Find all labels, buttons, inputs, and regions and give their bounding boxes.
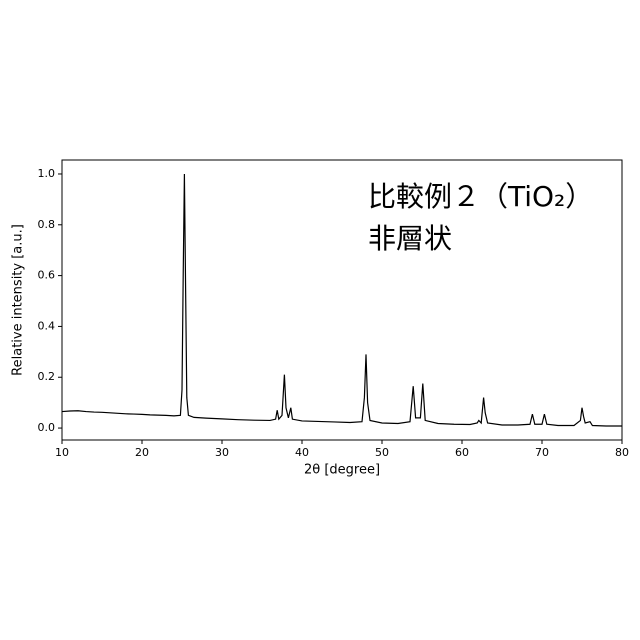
chart: 2θ [degree] Relative intensity [a.u.] 比較… [0,0,640,640]
x-tick-label: 10 [55,446,69,459]
y-tick-label: 0.2 [38,370,56,383]
y-tick-label: 0.0 [38,421,56,434]
x-tick-label: 20 [135,446,149,459]
y-tick-label: 0.8 [38,218,56,231]
x-tick-label: 50 [375,446,389,459]
y-axis-label: Relative intensity [a.u.] [11,224,26,376]
x-tick-label: 40 [295,446,309,459]
y-tick-label: 0.4 [38,319,56,332]
x-axis-label: 2θ [degree] [304,463,380,478]
annotation: 比較例２（TiO₂） [368,180,593,213]
annotation: 非層状 [368,222,452,255]
x-tick-label: 60 [455,446,469,459]
y-tick-label: 1.0 [38,167,56,180]
x-tick-label: 80 [615,446,629,459]
x-tick-label: 30 [215,446,229,459]
x-tick-label: 70 [535,446,549,459]
y-tick-label: 0.6 [38,269,56,282]
